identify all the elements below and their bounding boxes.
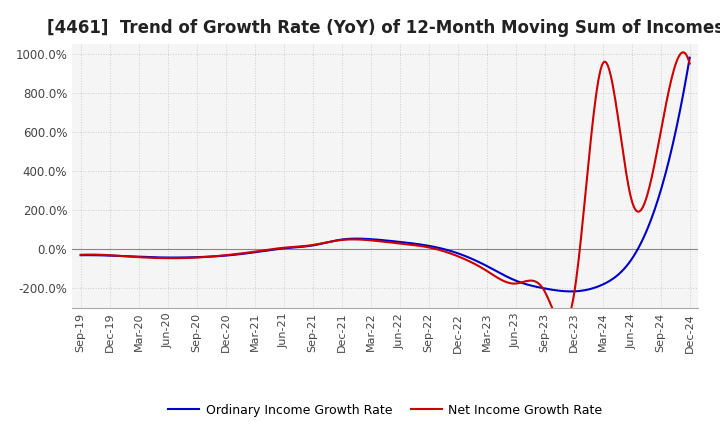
Net Income Growth Rate	[439, 249, 448, 254]
Ordinary Income Growth Rate	[567, 289, 575, 294]
Ordinary Income Growth Rate	[369, 237, 378, 242]
Line: Ordinary Income Growth Rate: Ordinary Income Growth Rate	[81, 58, 690, 291]
Ordinary Income Growth Rate	[439, 246, 448, 252]
Title: [4461]  Trend of Growth Rate (YoY) of 12-Month Moving Sum of Incomes: [4461] Trend of Growth Rate (YoY) of 12-…	[47, 19, 720, 37]
Ordinary Income Growth Rate	[685, 55, 694, 60]
Ordinary Income Growth Rate	[672, 126, 680, 131]
Ordinary Income Growth Rate	[406, 241, 415, 246]
Net Income Growth Rate	[406, 242, 415, 247]
Net Income Growth Rate	[672, 60, 680, 65]
Net Income Growth Rate	[559, 322, 567, 327]
Ordinary Income Growth Rate	[366, 236, 374, 242]
Ordinary Income Growth Rate	[76, 253, 85, 258]
Net Income Growth Rate	[366, 238, 374, 243]
Net Income Growth Rate	[679, 50, 688, 55]
Net Income Growth Rate	[685, 61, 694, 66]
Net Income Growth Rate	[369, 238, 378, 243]
Ordinary Income Growth Rate	[577, 288, 585, 293]
Legend: Ordinary Income Growth Rate, Net Income Growth Rate: Ordinary Income Growth Rate, Net Income …	[163, 399, 608, 422]
Line: Net Income Growth Rate: Net Income Growth Rate	[81, 52, 690, 324]
Net Income Growth Rate	[76, 252, 85, 257]
Net Income Growth Rate	[577, 235, 585, 240]
